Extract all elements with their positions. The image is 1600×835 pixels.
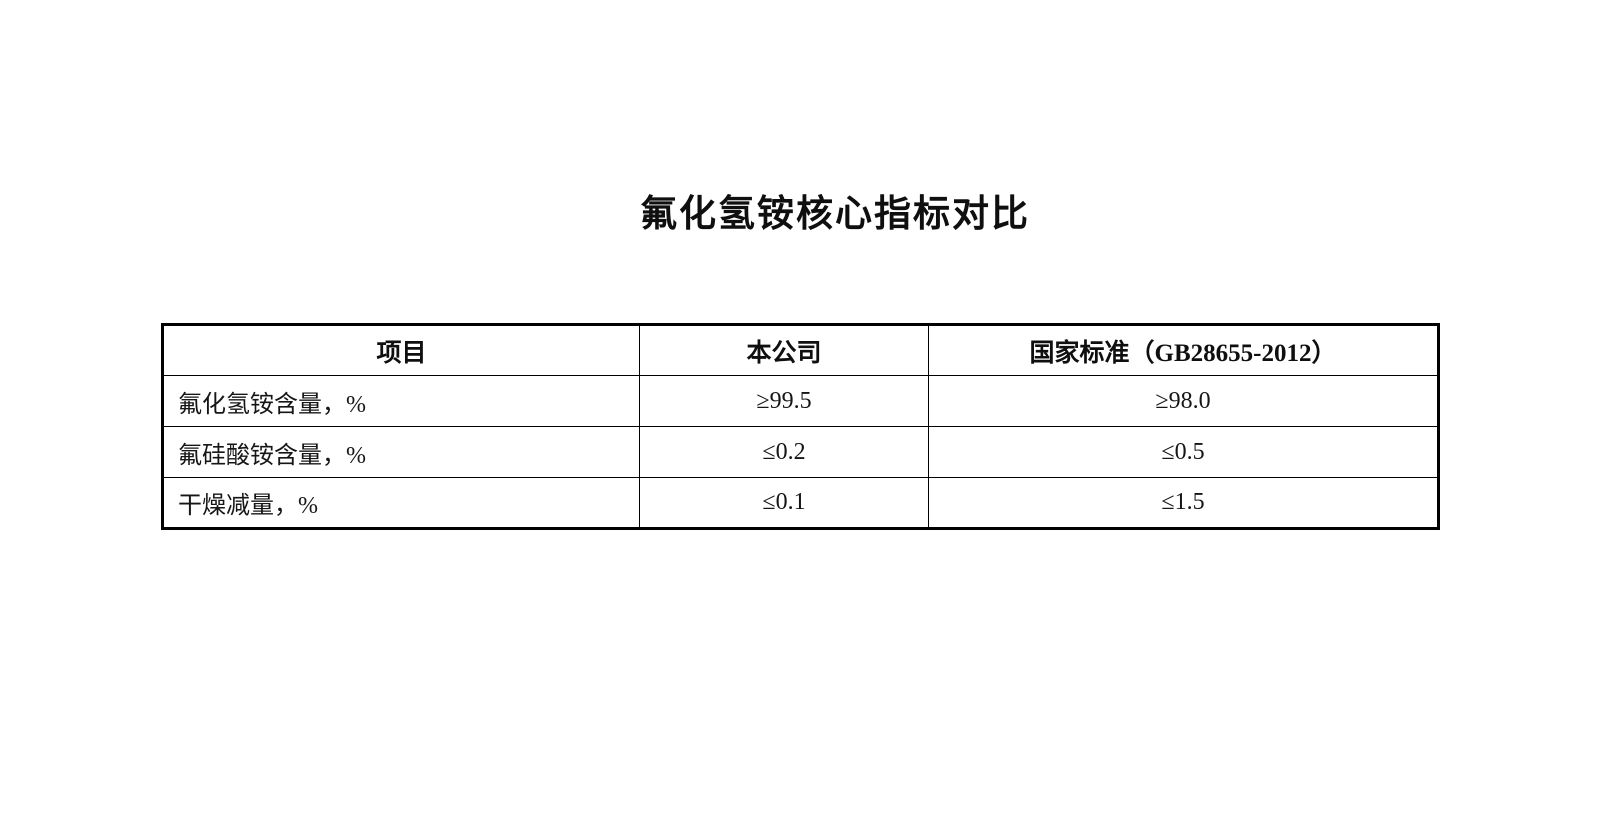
cell-item: 干燥减量，% xyxy=(162,477,640,529)
cell-company-value: ≤0.2 xyxy=(639,426,929,478)
table-header-standard: 国家标准（GB28655-2012） xyxy=(928,324,1439,376)
table-row: 氟化氢铵含量，% ≥99.5 ≥98.0 xyxy=(162,375,1439,427)
table-row: 干燥减量，% ≤0.1 ≤1.5 xyxy=(162,477,1439,529)
table-header-item: 项目 xyxy=(162,324,640,376)
cell-standard-value: ≤0.5 xyxy=(928,426,1439,478)
table-row: 氟硅酸铵含量，% ≤0.2 ≤0.5 xyxy=(162,426,1439,478)
cell-company-value: ≥99.5 xyxy=(639,375,929,427)
page-title: 氟化氢铵核心指标对比 xyxy=(640,194,1030,235)
table-header-row: 项目 本公司 国家标准（GB28655-2012） xyxy=(162,324,1439,376)
comparison-table: 项目 本公司 国家标准（GB28655-2012） 氟化氢铵含量，% ≥99.5… xyxy=(161,323,1440,530)
cell-company-value: ≤0.1 xyxy=(639,477,929,529)
table-header-company: 本公司 xyxy=(639,324,929,376)
cell-item: 氟硅酸铵含量，% xyxy=(162,426,640,478)
cell-standard-value: ≥98.0 xyxy=(928,375,1439,427)
cell-standard-value: ≤1.5 xyxy=(928,477,1439,529)
cell-item: 氟化氢铵含量，% xyxy=(162,375,640,427)
